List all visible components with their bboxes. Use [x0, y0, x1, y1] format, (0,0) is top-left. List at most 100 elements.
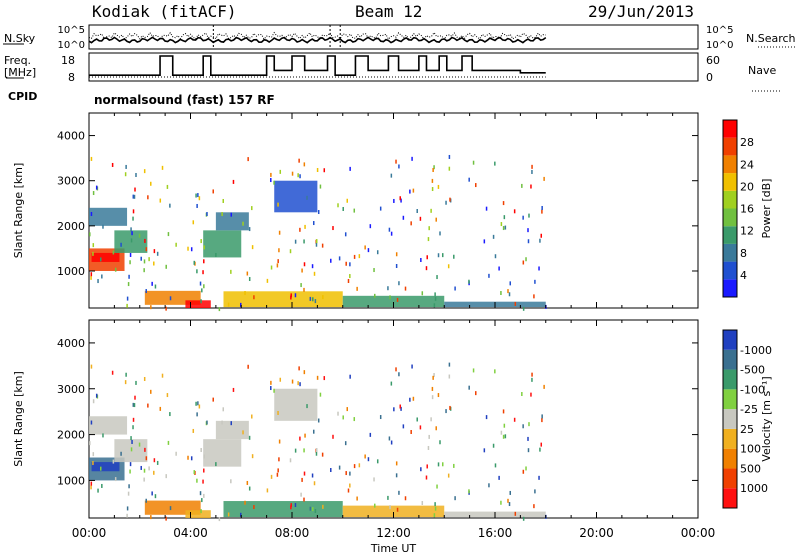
power-panel-echo [358, 254, 361, 259]
velocity-panel-echo [125, 372, 127, 377]
power-panel-echo [290, 295, 292, 300]
velocity-panel-echo [508, 502, 511, 507]
velocity-panel-echo [132, 425, 134, 430]
velocity-panel-echo [448, 362, 451, 367]
power-panel-echo [289, 249, 292, 254]
power-panel-echo [525, 257, 527, 262]
velocity-panel-ytick-label: 1000 [57, 474, 85, 487]
velocity-panel-echo [321, 452, 324, 457]
velocity-panel-echo [150, 515, 152, 520]
velocity-panel-echo [138, 442, 141, 447]
power-colorbar-swatch [723, 243, 737, 262]
power-panel-echo [303, 287, 305, 292]
nave-label: Nave [748, 64, 777, 77]
velocity-panel-echo [425, 475, 428, 480]
power-panel-echo [247, 157, 249, 162]
power-panel-echo [317, 210, 320, 215]
power-panel-echo [509, 281, 512, 286]
velocity-panel-echo [101, 483, 103, 488]
power-panel-echo [399, 196, 401, 201]
power-panel-echo [367, 248, 370, 253]
velocity-panel-echo [525, 466, 527, 471]
power-panel-echo [239, 302, 242, 307]
velocity-panel-echo [92, 452, 95, 457]
velocity-panel-echo [150, 389, 152, 394]
velocity-panel-echo [300, 492, 302, 497]
power-panel-echo [92, 191, 95, 196]
velocity-panel-echo [132, 417, 135, 422]
power-panel-echo [129, 260, 131, 265]
velocity-panel-echo [494, 369, 496, 374]
nsky-label: N.Sky [4, 32, 36, 45]
velocity-panel-echo [242, 430, 244, 435]
velocity-panel-echo [315, 448, 318, 453]
power-panel-echo [390, 231, 393, 236]
velocity-panel-echo [270, 386, 272, 391]
power-panel-echo [175, 242, 177, 247]
power-panel-echo [101, 274, 103, 279]
power-panel-echo [112, 250, 115, 255]
time-xlabel: Time UT [370, 542, 416, 554]
power-panel-echo [291, 171, 294, 176]
power-panel-echo [299, 227, 301, 232]
velocity-panel-echo [395, 473, 398, 478]
power-panel-echo [161, 165, 164, 170]
velocity-panel-echo [232, 387, 235, 392]
power-panel-echo [221, 212, 223, 217]
power-panel-echo [133, 194, 136, 199]
power-panel-echo [135, 172, 137, 177]
power-colorbar-label: Power [dB] [760, 179, 773, 239]
power-panel-echo [337, 203, 339, 208]
power-panel-echo [102, 224, 104, 229]
power-panel-echo [322, 295, 324, 300]
power-panel-echo [159, 198, 162, 203]
velocity-panel-echo [541, 418, 543, 423]
power-panel-echo [270, 172, 272, 177]
power-panel-echo [203, 284, 205, 289]
power-panel-echo [411, 156, 413, 161]
power-panel-echo [278, 230, 281, 235]
power-panel-echo [453, 254, 455, 259]
noise-ytick-right: 10^5 [706, 25, 733, 36]
velocity-panel-echo [309, 506, 312, 511]
power-panel-ytick-label: 1000 [57, 265, 85, 278]
velocity-panel-echo [133, 403, 136, 408]
velocity-panel-region [91, 462, 120, 472]
power-panel-echo [338, 256, 341, 261]
velocity-colorbar-swatch [723, 389, 737, 410]
power-panel-echo [134, 187, 136, 192]
velocity-panel-echo [169, 412, 171, 417]
velocity-colorbar-swatch [723, 448, 737, 469]
power-panel-echo [132, 194, 135, 199]
power-panel-echo [468, 177, 470, 182]
velocity-colorbar-tick-label: -100 [740, 383, 765, 396]
velocity-panel-echo [306, 404, 308, 409]
power-panel-echo [488, 273, 490, 278]
velocity-panel-echo [289, 458, 292, 463]
velocity-panel-echo [534, 489, 536, 494]
power-colorbar-swatch [723, 173, 737, 191]
power-panel-echo [190, 247, 193, 252]
velocity-panel-echo [428, 434, 430, 439]
power-panel-echo [435, 217, 437, 222]
power-panel-echo [218, 307, 221, 312]
velocity-panel-echo [488, 483, 490, 488]
power-panel-echo [412, 188, 415, 193]
velocity-colorbar-swatch [723, 349, 737, 370]
velocity-panel-echo [230, 479, 232, 484]
power-panel-echo [347, 278, 350, 283]
velocity-panel-echo [298, 366, 300, 371]
velocity-panel-echo [278, 457, 280, 462]
power-panel-echo [150, 181, 152, 186]
velocity-panel-echo [447, 473, 450, 478]
power-panel-echo [504, 225, 507, 230]
date-title: 29/Jun/2013 [588, 2, 694, 21]
power-panel-echo [290, 293, 292, 298]
power-panel-echo [277, 202, 279, 207]
power-panel-echo [125, 164, 127, 169]
noise-ytick-left: 10^0 [58, 40, 85, 51]
power-panel-echo [169, 203, 171, 208]
power-colorbar-tick-label: 20 [740, 180, 754, 193]
power-panel-echo [396, 297, 399, 302]
power-panel-echo [206, 212, 208, 217]
